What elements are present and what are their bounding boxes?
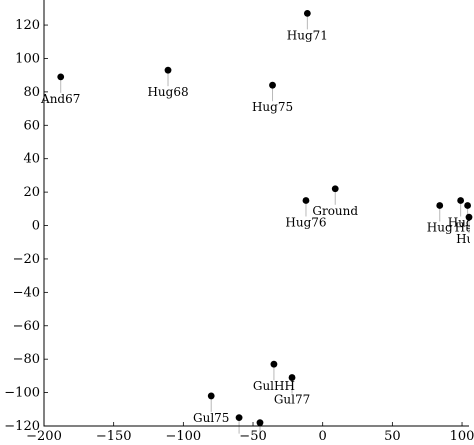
data-point [164, 66, 172, 74]
y-tick-label: 40 [23, 152, 40, 167]
point-label: Ground [312, 204, 358, 218]
data-point [57, 73, 65, 81]
point-label: Hug76 [285, 215, 326, 229]
point-label: And67 [40, 92, 80, 106]
point-label: Hug71 [287, 28, 328, 42]
x-tick-label: −100 [165, 429, 201, 444]
data-point [288, 374, 296, 381]
x-tick-label: 50 [384, 429, 401, 444]
data-points [57, 9, 473, 427]
point-label: Hug [455, 220, 474, 234]
y-tick-label: −80 [13, 352, 40, 367]
data-point [303, 9, 311, 17]
data-point [457, 197, 465, 204]
point-label: Hug [448, 215, 474, 229]
y-tick-label: −60 [13, 319, 40, 334]
y-tick-label: 80 [23, 85, 40, 100]
y-tick-label: 60 [23, 118, 40, 133]
axes: −200 −150 −100 −50 0 50 100−120−100−80−60−40−2… [4, 0, 474, 444]
x-tick-label: −150 [96, 429, 132, 444]
point-label: Hug [456, 232, 474, 246]
y-tick-label: 120 [15, 18, 40, 33]
y-tick-label: 0 [32, 219, 40, 234]
data-point [269, 81, 276, 89]
y-tick-label: −120 [4, 419, 40, 434]
x-tick-label: −200 [26, 429, 62, 444]
data-point [436, 202, 444, 209]
y-tick-label: −40 [13, 285, 40, 300]
point-label: GulHH [253, 379, 295, 393]
data-point [331, 185, 339, 193]
x-tick-label: −50 [239, 429, 266, 444]
x-tick-label: 100 [450, 429, 474, 444]
data-point [465, 213, 473, 221]
point-label: Hug [427, 220, 453, 234]
y-tick-label: −20 [13, 252, 40, 267]
data-point [464, 202, 472, 209]
data-point [235, 414, 243, 422]
point-label: Hug75 [252, 100, 293, 114]
leader-lines [60, 13, 470, 439]
x-tick-label: 0 [319, 429, 327, 444]
y-tick-label: 20 [23, 185, 40, 200]
data-point [270, 360, 278, 368]
point-labels: Hug71And67Hug68Hug75GroundHug76HugHugHug… [40, 28, 474, 425]
y-tick-label: 100 [15, 51, 40, 66]
data-point [302, 197, 310, 204]
data-point [256, 419, 264, 427]
point-label: Gul77 [274, 393, 310, 407]
point-label: Hug68 [147, 85, 188, 99]
y-tick-label: −100 [4, 386, 40, 401]
point-label: Gul75 [193, 411, 229, 425]
data-point [207, 392, 215, 400]
axis-frame [43, 0, 469, 427]
